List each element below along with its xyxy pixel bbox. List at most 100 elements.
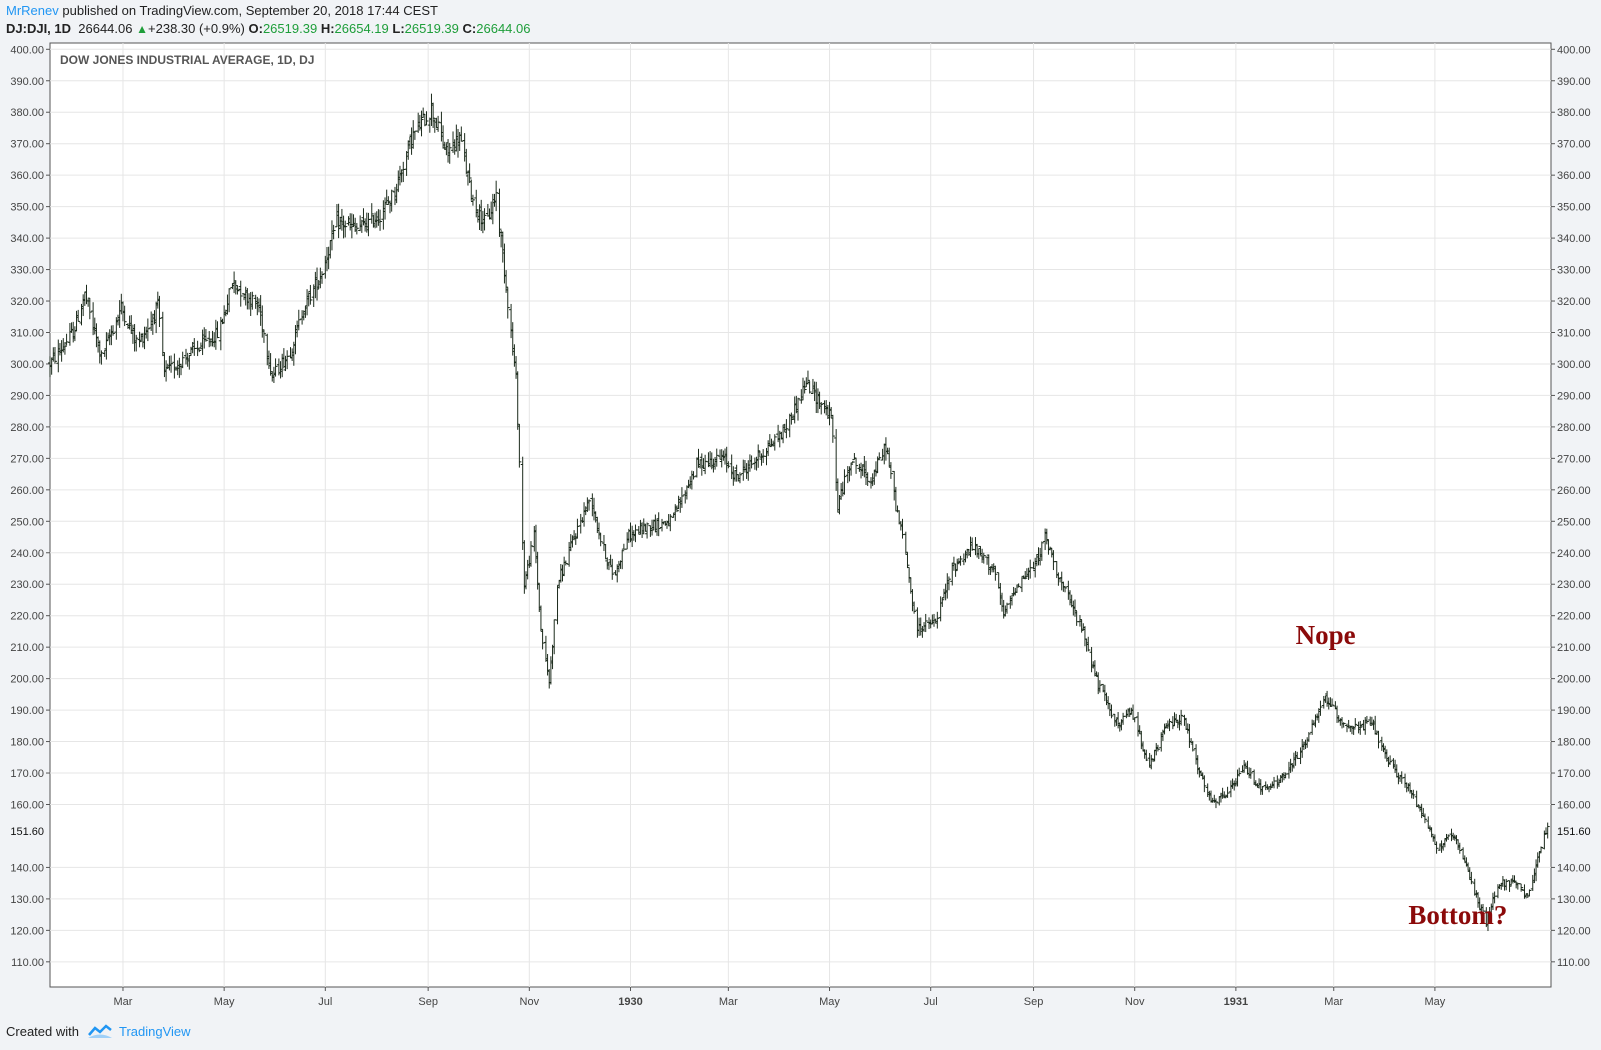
y-tick-label: 320.00 [10, 296, 44, 308]
y-tick-label: 400.00 [1557, 44, 1591, 56]
ohlc-bar [679, 487, 684, 508]
ohlc-bar [1545, 822, 1550, 839]
y-tick-label: 360.00 [10, 170, 44, 182]
y-tick-label: 240.00 [10, 548, 44, 560]
close-label: C: [462, 21, 477, 36]
ohlc-bar [424, 111, 429, 126]
ohlc-bar [796, 397, 801, 421]
ohlc-bar [981, 552, 986, 564]
y-tick-label: 390.00 [10, 76, 44, 88]
ohlc-bar [830, 414, 835, 443]
last-price-label: 151.60 [1557, 826, 1591, 838]
ohlc-bar [854, 457, 859, 474]
ohlc-bar [1504, 878, 1509, 891]
ohlc-bar [1144, 749, 1149, 762]
ohlc-bar [343, 220, 348, 238]
x-tick-label: Nov [1125, 996, 1145, 1008]
y-axis-right: 110.00 120.00 130.00 140.00 160.00 170.00 180.… [1551, 44, 1591, 969]
ohlc-bar [1167, 718, 1172, 732]
ohlc-bar [494, 180, 499, 212]
open-label: O: [248, 21, 263, 36]
ohlc-bar [180, 351, 185, 369]
y-tick-label: 250.00 [10, 516, 44, 528]
y-tick-label: 160.00 [10, 799, 44, 811]
ohlc-bar [1079, 619, 1084, 633]
ohlc-bar [865, 472, 870, 486]
x-axis: Mar May Jul Sep Nov 1930 Mar May Jul Sep Nov 1931 Ma… [114, 987, 1446, 1008]
ohlc-bar [1225, 786, 1230, 798]
ohlc-bar [1237, 767, 1242, 777]
y-tick-label: 160.00 [1557, 799, 1591, 811]
ohlc-bar [169, 355, 174, 373]
y-tick-label: 130.00 [10, 894, 44, 906]
ohlc-bar [447, 142, 452, 164]
ohlc-bar [1063, 585, 1068, 593]
ohlc-bar [467, 163, 472, 184]
ohlc-bar [850, 461, 855, 464]
y-tick-label: 400.00 [10, 44, 44, 56]
y-tick-label: 340.00 [1557, 233, 1591, 245]
y-tick-label: 330.00 [10, 265, 44, 277]
ohlc-bar [598, 532, 603, 547]
x-tick-label: Mar [114, 996, 133, 1008]
tradingview-brand-link[interactable]: TradingView [118, 1023, 191, 1039]
ohlc-bar [62, 342, 67, 355]
ohlc-bar [157, 295, 162, 328]
ohlc-bar [203, 329, 208, 342]
created-with-label: Created with [6, 1023, 79, 1039]
y-tick-label: 230.00 [10, 579, 44, 591]
ohlc-bar [261, 329, 266, 343]
y-tick-label: 180.00 [1557, 737, 1591, 749]
ohlc-bar [849, 462, 854, 476]
ohlc-bar [1507, 880, 1512, 892]
tradingview-logo-icon [87, 1024, 112, 1038]
y-tick-label: 330.00 [1557, 265, 1591, 277]
ohlc-bar [369, 203, 374, 224]
ohlc-bar [99, 350, 104, 365]
ohlc-bar [1537, 851, 1542, 863]
y-tick-label: 260.00 [1557, 485, 1591, 497]
y-tick-label: 210.00 [1557, 642, 1591, 654]
ohlc-bar [535, 551, 540, 590]
ohlc-bar [1306, 732, 1311, 742]
ohlc-bar [888, 462, 893, 479]
ohlc-bar [645, 522, 650, 539]
high-label: H: [320, 21, 335, 36]
ohlc-bar [1446, 834, 1451, 840]
ohlc-bar [273, 358, 278, 377]
ohlc-bar [1388, 755, 1393, 765]
y-tick-label: 300.00 [10, 359, 44, 371]
ohlc-bar [517, 423, 522, 468]
low-label: L: [392, 21, 405, 36]
y-tick-label: 250.00 [1557, 516, 1591, 528]
ohlc-bar [1179, 709, 1184, 726]
author-link[interactable]: MrRenev [6, 3, 59, 18]
y-tick-label: 190.00 [10, 705, 44, 717]
ohlc-bar [668, 514, 673, 532]
ohlc-bar [431, 102, 436, 129]
ohlc-bar [575, 518, 580, 539]
last-price: 26644.06 [78, 21, 133, 36]
open-value: 26519.39 [262, 21, 318, 36]
plot-area[interactable] [49, 42, 1552, 988]
ohlc-bar [714, 448, 719, 467]
y-tick-label: 110.00 [1557, 957, 1590, 969]
published-text: published on TradingView.com, September … [62, 3, 438, 18]
ohlc-bar [819, 402, 824, 415]
ohlc-bar [772, 434, 777, 451]
ohlc-bar [227, 288, 232, 313]
ohlc-bar [111, 325, 116, 336]
ohlc-bar [1457, 842, 1462, 854]
ohlc-bar [1202, 775, 1207, 793]
y-tick-label: 220.00 [1557, 611, 1591, 623]
ohlc-bars [48, 93, 1550, 932]
y-tick-label: 200.00 [1557, 674, 1591, 686]
ohlc-bar [505, 287, 510, 319]
ohlc-bar [993, 565, 998, 581]
last-price-label: 151.60 [10, 826, 44, 838]
y-tick-label: 310.00 [10, 327, 44, 339]
ohlc-bar [935, 611, 940, 629]
y-tick-label: 220.00 [10, 611, 44, 623]
ohlc-bar [1376, 730, 1381, 749]
